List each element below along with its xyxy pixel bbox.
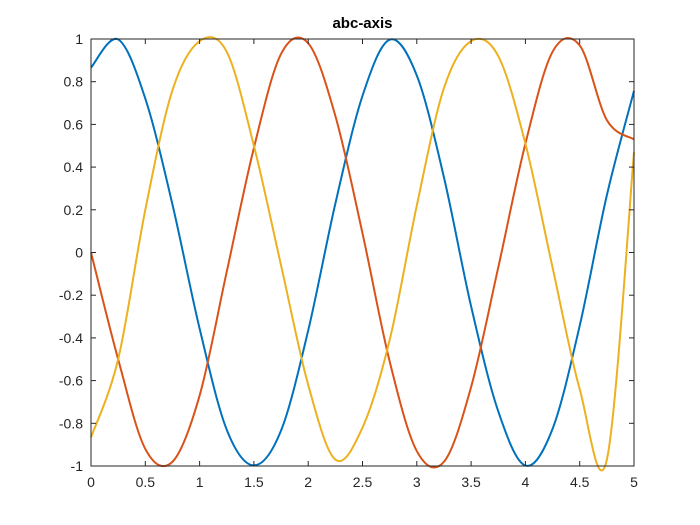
series-line-3 — [90, 36, 635, 472]
y-tick-label: -0.6 — [59, 373, 83, 389]
x-tick-label: 5 — [630, 474, 638, 490]
y-tick-label: 0 — [75, 245, 83, 261]
x-tick-label: 4.5 — [570, 474, 590, 490]
y-tick-label: -0.8 — [59, 415, 83, 431]
x-axis: 0 0.5 1 1.5 2 2.5 3 3.5 4 4.5 5 — [87, 39, 638, 490]
series-layer — [90, 36, 635, 472]
x-tick-label: 2.5 — [353, 474, 373, 490]
y-tick-label: -0.2 — [59, 287, 83, 303]
x-tick-label: 0.5 — [136, 474, 156, 490]
y-axis: 1 0.8 0.6 0.4 0.2 0 -0.2 -0.4 -0.6 -0.8 -1 — [59, 31, 634, 474]
axes-box — [90, 38, 635, 467]
y-tick-label: 0.4 — [64, 159, 84, 175]
chart-title: abc-axis — [332, 15, 392, 32]
y-tick-label: 0.2 — [64, 202, 84, 218]
y-tick-label: 0.8 — [64, 74, 84, 90]
x-tick-label: 1 — [196, 474, 204, 490]
y-tick-label: -1 — [71, 458, 84, 474]
y-tick-label: 0.6 — [64, 116, 84, 132]
series-line-1 — [90, 37, 635, 467]
y-tick-label: 1 — [75, 31, 83, 47]
x-tick-label: 1.5 — [244, 474, 264, 490]
x-tick-label: 3.5 — [461, 474, 481, 490]
y-tick-label: -0.4 — [59, 330, 83, 346]
series-line-2 — [90, 36, 635, 469]
x-tick-label: 4 — [522, 474, 530, 490]
x-tick-label: 3 — [413, 474, 421, 490]
x-tick-label: 2 — [304, 474, 312, 490]
x-tick-label: 0 — [87, 474, 95, 490]
